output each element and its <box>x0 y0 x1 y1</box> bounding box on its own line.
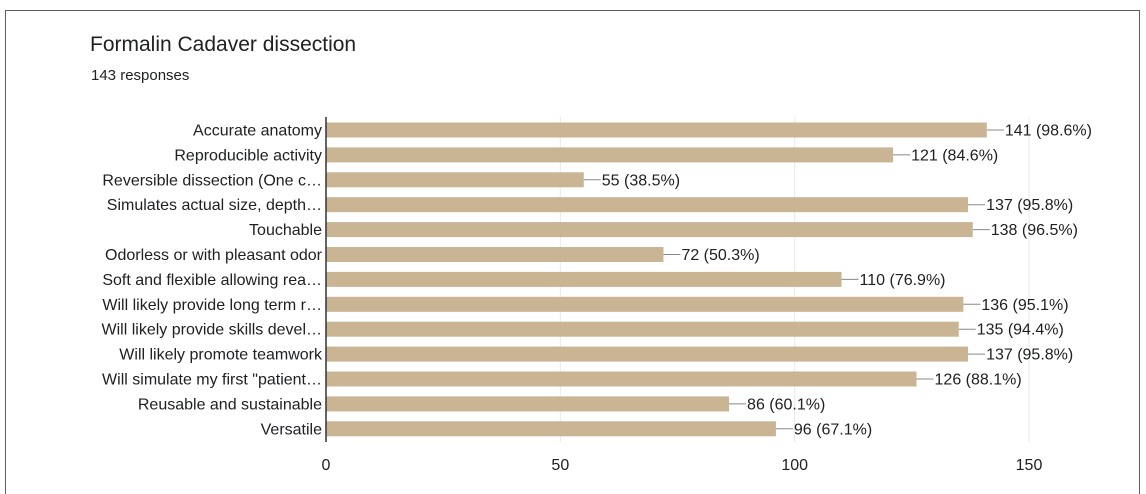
x-axis-ticks: 0 50 100 150 <box>322 457 1043 474</box>
x-tick-label: 0 <box>322 457 331 474</box>
bar <box>326 296 964 312</box>
x-tick-label: 150 <box>1016 457 1043 474</box>
chart-title: Formalin Cadaver dissection <box>90 33 357 56</box>
data-label: 141 (98.6%) <box>1005 123 1092 140</box>
bar <box>326 271 842 287</box>
data-label: 121 (84.6%) <box>911 147 998 164</box>
category-labels: Accurate anatomy Reproducible activity Rev… <box>102 123 323 439</box>
data-label: 136 (95.1%) <box>981 297 1068 314</box>
bar <box>326 371 917 387</box>
bar <box>326 346 969 362</box>
data-label: 138 (96.5%) <box>991 222 1078 239</box>
x-tick-label: 100 <box>781 457 808 474</box>
x-tick-label: 50 <box>551 457 569 474</box>
bar <box>326 122 987 138</box>
data-labels: 141 (98.6%) 121 (84.6%) 55 (38.5%) 137 (95.… <box>583 123 1092 438</box>
bar <box>326 172 584 188</box>
bar <box>326 197 969 213</box>
data-label: 55 (38.5%) <box>602 172 680 189</box>
category-label: Will likely promote teamwork <box>119 347 323 364</box>
bar <box>326 421 776 437</box>
data-label: 96 (67.1%) <box>794 421 872 438</box>
data-label: 86 (60.1%) <box>747 396 825 413</box>
data-label: 126 (88.1%) <box>935 372 1022 389</box>
category-label: Versatile <box>261 421 322 438</box>
data-label: 137 (95.8%) <box>986 197 1073 214</box>
category-label: Soft and flexible allowing rea… <box>102 272 322 289</box>
response-count: 143 responses <box>91 67 190 84</box>
category-label: Simulates actual size, depth… <box>107 197 322 214</box>
category-label: Reproducible activity <box>174 147 322 164</box>
data-label: 72 (50.3%) <box>681 247 759 264</box>
data-label: 135 (94.4%) <box>977 322 1064 339</box>
data-label: 110 (76.9%) <box>860 272 946 289</box>
category-label: Odorless or with pleasant odor <box>105 247 323 264</box>
bar <box>326 147 894 163</box>
category-label: Touchable <box>249 222 322 239</box>
category-label: Will simulate my first "patient… <box>102 372 322 389</box>
bar <box>326 321 959 337</box>
category-label: Reusable and sustainable <box>138 396 322 413</box>
data-label: 137 (95.8%) <box>986 347 1073 364</box>
bar <box>326 396 730 412</box>
category-label: Reversible dissection (One c… <box>102 172 322 189</box>
bar <box>326 247 664 262</box>
category-label: Will likely provide skills devel… <box>102 322 323 339</box>
category-label: Will likely provide long term r… <box>102 297 322 314</box>
category-label: Accurate anatomy <box>193 123 322 140</box>
bars <box>326 122 987 437</box>
bar <box>326 222 973 238</box>
